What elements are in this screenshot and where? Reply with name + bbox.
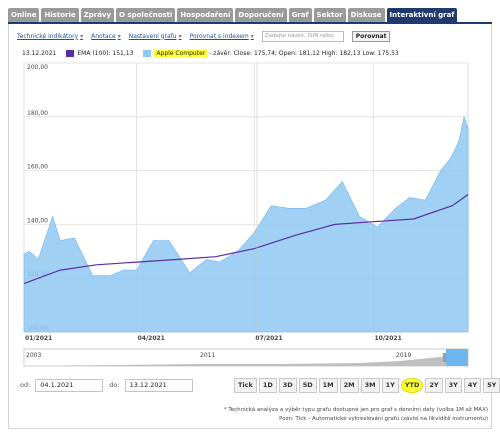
tab-1[interactable]: Historie: [41, 8, 79, 22]
range-button-tick[interactable]: Tick: [234, 378, 257, 393]
range-button-3y[interactable]: 3Y: [444, 378, 462, 393]
tab-3[interactable]: O společnosti: [116, 8, 176, 22]
y-tick-label: 140,00: [27, 217, 48, 224]
navigator-handle-left: [443, 353, 446, 362]
chart-settings-menu[interactable]: Nastavení grafu ▾: [128, 32, 182, 40]
date-range: od: 04.1.2021 do: 13.12.2021: [20, 378, 199, 392]
range-button-1m[interactable]: 1M: [318, 378, 338, 393]
from-date-input[interactable]: 04.1.2021: [35, 378, 104, 392]
legend-ema: EMA (100): 151,13: [77, 50, 134, 57]
legend-date: 13.12.2021: [22, 50, 57, 57]
x-tick-label: 07/2021: [255, 335, 282, 342]
tab-underline: [8, 22, 492, 24]
footnote-tick: Pozn: Tick - Automatické vykreslování gr…: [279, 416, 488, 422]
footnote-technical: * Technická analýza a výběr typu grafu d…: [223, 407, 488, 413]
range-button-ytd[interactable]: YTD: [400, 378, 424, 393]
tab-6[interactable]: Graf: [288, 8, 312, 22]
indicators-menu[interactable]: Technické indikátory ▾: [17, 32, 84, 40]
range-button-3m[interactable]: 3M: [360, 378, 380, 393]
range-button-4y[interactable]: 4Y: [463, 378, 482, 393]
compare-index-menu[interactable]: Porovnat s indexem ▾: [189, 32, 254, 40]
tab-7[interactable]: Sektor: [313, 8, 346, 22]
stock-swatch: [143, 50, 152, 57]
to-label: do:: [109, 381, 120, 389]
compare-button[interactable]: Porovnat: [351, 30, 391, 42]
range-button-3d[interactable]: 3D: [278, 378, 297, 393]
range-button-5d[interactable]: 5D: [298, 378, 317, 393]
chart-legend: 13.12.2021 EMA (100): 151,13 Apple Compu…: [22, 49, 399, 58]
range-button-2m[interactable]: 2M: [339, 378, 359, 393]
tab-0[interactable]: Online: [8, 8, 40, 22]
tab-9[interactable]: Interaktivní graf: [386, 8, 458, 22]
price-area-series: [23, 115, 469, 333]
footnotes: * Technická analýza a výběr typu grafu d…: [224, 406, 488, 424]
compare-search-input[interactable]: Zadejte název, ISIN nebo: [261, 30, 344, 42]
tab-bar: Online Historie Zprávy O společnosti Hospoda…: [8, 8, 458, 22]
x-tick-label: 10/2021: [375, 335, 402, 342]
range-button-1d[interactable]: 1D: [258, 378, 277, 393]
range-button-1y[interactable]: 1Y: [381, 378, 399, 393]
navigator-history-area: [24, 349, 468, 366]
navigator-selection: [446, 349, 468, 366]
chart-toolbar: Technické indikátory ▾ Anotace ▾ Nastavení…: [17, 30, 391, 42]
legend-stock-name: Apple Computer: [154, 50, 208, 57]
tab-4[interactable]: Hospodaření: [177, 8, 234, 22]
annotation-menu[interactable]: Anotace ▾: [91, 32, 121, 40]
from-label: od:: [20, 381, 31, 389]
range-buttons: Tick1D3D5D1M2M3M1YYTD2Y3Y4Y5YMax: [234, 378, 500, 393]
x-tick-label: 01/2021: [25, 335, 52, 342]
x-tick-label: 04/2021: [138, 335, 165, 342]
legend-stock-details: - závěr: Close: 175,74; Open: 181,12 Hig…: [209, 50, 399, 57]
to-date-input[interactable]: 13.12.2021: [124, 378, 193, 392]
navigator-year-label: 2019: [396, 352, 411, 359]
range-button-5y[interactable]: 5Y: [483, 378, 500, 393]
ema-swatch: [66, 50, 75, 57]
tab-2[interactable]: Zprávy: [80, 8, 115, 22]
y-tick-label: 200,00: [27, 64, 48, 71]
y-tick-label: 180,00: [27, 110, 48, 117]
ema-line-series: [23, 194, 469, 285]
content-panel: [8, 24, 492, 429]
navigator-year-label: 2011: [200, 352, 215, 359]
range-button-2y[interactable]: 2Y: [425, 378, 443, 393]
navigator-year-label: 2003: [26, 352, 41, 359]
tab-8[interactable]: Diskuse: [347, 8, 385, 22]
tab-5[interactable]: Doporučení: [235, 8, 287, 22]
y-tick-label: 160,00: [27, 164, 48, 171]
